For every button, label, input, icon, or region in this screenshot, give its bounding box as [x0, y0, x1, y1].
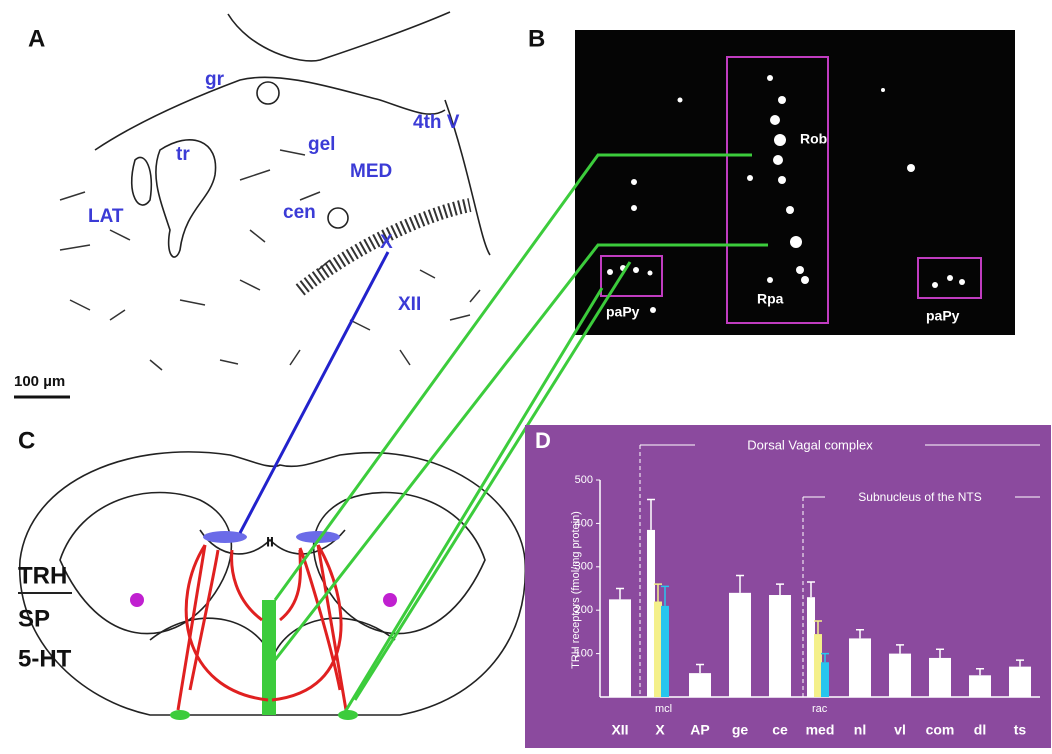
error-bar: [814, 620, 822, 635]
panel-label: A: [28, 25, 45, 52]
region-label: paPy: [606, 304, 640, 320]
x-tick-label: dl: [974, 722, 986, 738]
error-bar: [696, 663, 704, 674]
label-gap: [695, 437, 925, 453]
panel-label: C: [18, 427, 35, 454]
y-tick-label: 100: [575, 648, 593, 660]
y-tick-label: 300: [575, 561, 593, 573]
midline-label: II: [266, 534, 274, 550]
x-tick-label: ts: [1014, 722, 1027, 738]
region-label: tr: [176, 144, 190, 165]
error-bar: [736, 574, 744, 593]
x-tick-label: ce: [772, 722, 788, 738]
bar: [1009, 666, 1031, 697]
region-label: XII: [398, 294, 421, 315]
bar: [689, 673, 711, 697]
cell-dots: [607, 75, 965, 313]
error-bar: [976, 668, 984, 676]
x-tick-label: med: [806, 722, 835, 738]
bar: [654, 601, 662, 697]
region-boxes: [600, 56, 982, 324]
label-gap: [825, 489, 1015, 505]
error-bar: [776, 583, 784, 596]
panel-label: D: [535, 428, 551, 453]
annotation: Subnucleus of the NTS: [858, 490, 981, 504]
region-label: LAT: [88, 206, 124, 227]
annotation: Dorsal Vagal complex: [747, 437, 873, 452]
x-tick-label: ge: [732, 722, 749, 738]
error-bar: [856, 628, 864, 639]
bar: [889, 653, 911, 697]
micrograph: [575, 30, 1015, 335]
y-tick-label: 500: [575, 474, 593, 486]
x-tick-label: X: [655, 722, 665, 738]
error-bar: [896, 644, 904, 654]
error-bar: [936, 648, 944, 658]
error-bar: [1016, 659, 1024, 667]
region-label: X: [380, 232, 393, 253]
stain-label: TRH: [18, 562, 67, 589]
bar: [769, 595, 791, 697]
region-label: Rpa: [757, 291, 784, 307]
stain-label: SP: [18, 605, 50, 632]
bar: [929, 657, 951, 697]
bar: [609, 599, 631, 697]
x-tick-label: com: [926, 722, 955, 738]
annotation: mcl: [655, 703, 672, 715]
region-label: 4th V: [413, 112, 460, 133]
bar: [647, 529, 655, 697]
bar: [814, 634, 822, 697]
x-tick-label: vl: [894, 722, 906, 738]
bar: [849, 638, 871, 697]
region-label: Rob: [800, 131, 827, 147]
panel-a-drawing: [14, 11, 491, 399]
y-tick-label: 400: [575, 517, 593, 529]
region-label: paPy: [926, 308, 960, 324]
scale-bar-label: 100 µm: [14, 373, 65, 390]
y-axis-title: TRH receptors (fmol/mg protein): [570, 511, 582, 669]
error-bar: [654, 583, 662, 602]
region-label: MED: [350, 161, 392, 182]
bar: [729, 592, 751, 697]
error-bar: [661, 585, 669, 606]
error-bar: [821, 652, 829, 663]
error-bar: [616, 587, 624, 600]
error-bar: [807, 581, 815, 598]
x-tick-label: nl: [854, 722, 866, 738]
chart-background: [525, 425, 1051, 748]
stain-label: 5-HT: [18, 645, 72, 672]
region-label: gr: [205, 69, 225, 90]
bar: [661, 605, 669, 697]
y-tick-label: 200: [575, 604, 593, 616]
x-tick-label: AP: [690, 722, 709, 738]
x-tick-label: XII: [611, 722, 628, 738]
region-label: cen: [283, 202, 316, 223]
panel-label: B: [528, 25, 545, 52]
bar: [969, 675, 991, 697]
chart-d: D TRH receptors (fmol/mg protein) Dorsal…: [525, 425, 1051, 748]
connectors: [238, 153, 768, 713]
error-bar: [647, 498, 655, 530]
bar: [807, 597, 815, 697]
region-label: gel: [308, 134, 335, 155]
annotation: rac: [812, 703, 828, 715]
bar: [821, 662, 829, 697]
